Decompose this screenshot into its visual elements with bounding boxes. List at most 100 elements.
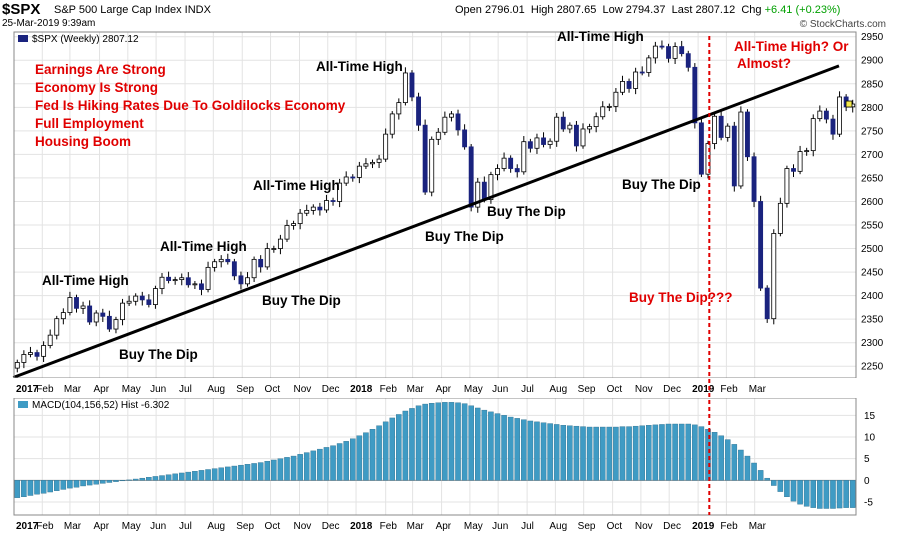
- candle-body: [797, 151, 803, 172]
- all-time-high-label: All-Time High: [557, 29, 644, 44]
- candle-body: [666, 46, 671, 59]
- candle-body: [501, 157, 507, 169]
- all-time-high-label: All-Time High: [42, 273, 129, 288]
- x-tick-label: Aug: [549, 384, 567, 395]
- macd-x-tick-label: May: [464, 521, 483, 532]
- y-tick-label: 2500: [861, 244, 884, 255]
- candle-body: [810, 118, 816, 152]
- candle-body: [593, 116, 599, 128]
- macd-x-tick-label: 2019: [692, 521, 715, 532]
- candle-body: [21, 354, 27, 363]
- macd-bar: [790, 480, 797, 502]
- candle-body: [823, 110, 829, 120]
- macd-bar: [93, 480, 99, 485]
- macd-bar: [297, 454, 303, 481]
- macd-x-tick-label: Jun: [150, 521, 166, 532]
- candle-body: [304, 210, 310, 214]
- buy-the-dip-label: Buy The Dip: [119, 347, 198, 362]
- macd-bar: [514, 418, 520, 481]
- macd-bar: [47, 480, 53, 493]
- buy-the-dip-label: Buy The Dip: [425, 229, 504, 244]
- macd-bar: [251, 463, 257, 481]
- red-bullet-text: Full Employment: [35, 116, 144, 131]
- candle-body: [758, 201, 764, 289]
- candle-body: [343, 176, 349, 184]
- y-tick-label: 2850: [861, 79, 884, 90]
- macd-x-tick-label: Dec: [663, 521, 681, 532]
- candle-body: [87, 305, 93, 323]
- candle-body: [751, 156, 757, 202]
- macd-bar: [652, 424, 659, 481]
- macd-bar: [277, 458, 284, 481]
- macd-bar: [402, 410, 409, 481]
- candle-body: [731, 125, 737, 187]
- macd-x-tick-label: Apr: [94, 521, 110, 532]
- symbol-title: $SPX: [2, 1, 41, 18]
- x-tick-label: Jun: [150, 384, 166, 395]
- candle-body: [791, 168, 796, 172]
- macd-bar: [67, 480, 73, 489]
- macd-bar: [303, 452, 310, 481]
- candle-body: [738, 111, 744, 187]
- macd-bar: [27, 480, 34, 496]
- macd-bar: [685, 423, 692, 481]
- y-tick-label: 2250: [861, 362, 884, 373]
- x-tick-label: Jun: [492, 384, 508, 395]
- last-value: 2807.12: [695, 4, 736, 16]
- macd-bar: [60, 480, 67, 490]
- macd-bar: [73, 480, 80, 488]
- candle-body: [534, 137, 540, 149]
- macd-x-tick-label: Aug: [549, 521, 567, 532]
- macd-bar: [409, 408, 415, 481]
- candle-body: [567, 124, 573, 130]
- trendline: [12, 64, 840, 379]
- candle-body: [264, 248, 270, 268]
- macd-bar: [481, 409, 488, 481]
- macd-bar: [474, 407, 481, 481]
- macd-bar: [14, 480, 21, 498]
- open-label: Open: [455, 4, 482, 16]
- macd-bar: [442, 402, 448, 481]
- candle-body: [179, 277, 185, 281]
- macd-bar: [139, 477, 146, 481]
- macd-bar: [369, 429, 376, 481]
- candle-body: [837, 96, 842, 135]
- x-tick-label: Mar: [407, 384, 425, 395]
- candle-body: [245, 277, 250, 285]
- macd-bar: [126, 479, 132, 481]
- candle-body: [28, 352, 33, 355]
- macd-bar: [159, 475, 165, 481]
- macd-bar: [560, 425, 567, 481]
- macd-bar: [586, 426, 593, 481]
- macd-x-tick-label: Nov: [635, 521, 653, 532]
- macd-bar: [461, 403, 468, 481]
- macd-bar: [494, 413, 501, 481]
- candle-body: [784, 168, 790, 204]
- macd-bar: [488, 411, 494, 481]
- macd-bar: [376, 425, 382, 481]
- red-bullet-text: Fed Is Hiking Rates Due To Goldilocks Ec…: [35, 98, 346, 113]
- timestamp: 25-Mar-2019 9:39am: [2, 18, 96, 29]
- y-tick-label: 2950: [861, 32, 884, 43]
- candle-body: [284, 225, 290, 240]
- macd-bar: [330, 445, 336, 481]
- macd-bar: [422, 403, 428, 481]
- candle-body: [185, 277, 191, 286]
- candle-body: [514, 168, 520, 173]
- x-tick-label: May: [464, 384, 483, 395]
- candle-body: [672, 46, 678, 59]
- candle-body: [120, 302, 125, 321]
- macd-bar: [573, 425, 580, 481]
- candle-body: [573, 124, 579, 147]
- macd-bar: [751, 462, 757, 481]
- candle-body: [764, 287, 770, 320]
- macd-bar: [843, 480, 849, 508]
- candle-body: [376, 158, 382, 163]
- candle-body: [600, 106, 606, 118]
- macd-bar: [198, 470, 205, 481]
- candle-body: [606, 105, 612, 108]
- buy-the-dip-question-label: Buy The Dip???: [629, 290, 733, 305]
- x-tick-label: Apr: [436, 384, 452, 395]
- chart-header: $SPX S&P 500 Large Cap Index INDX 25-Mar…: [0, 0, 900, 32]
- candle-body: [416, 96, 421, 126]
